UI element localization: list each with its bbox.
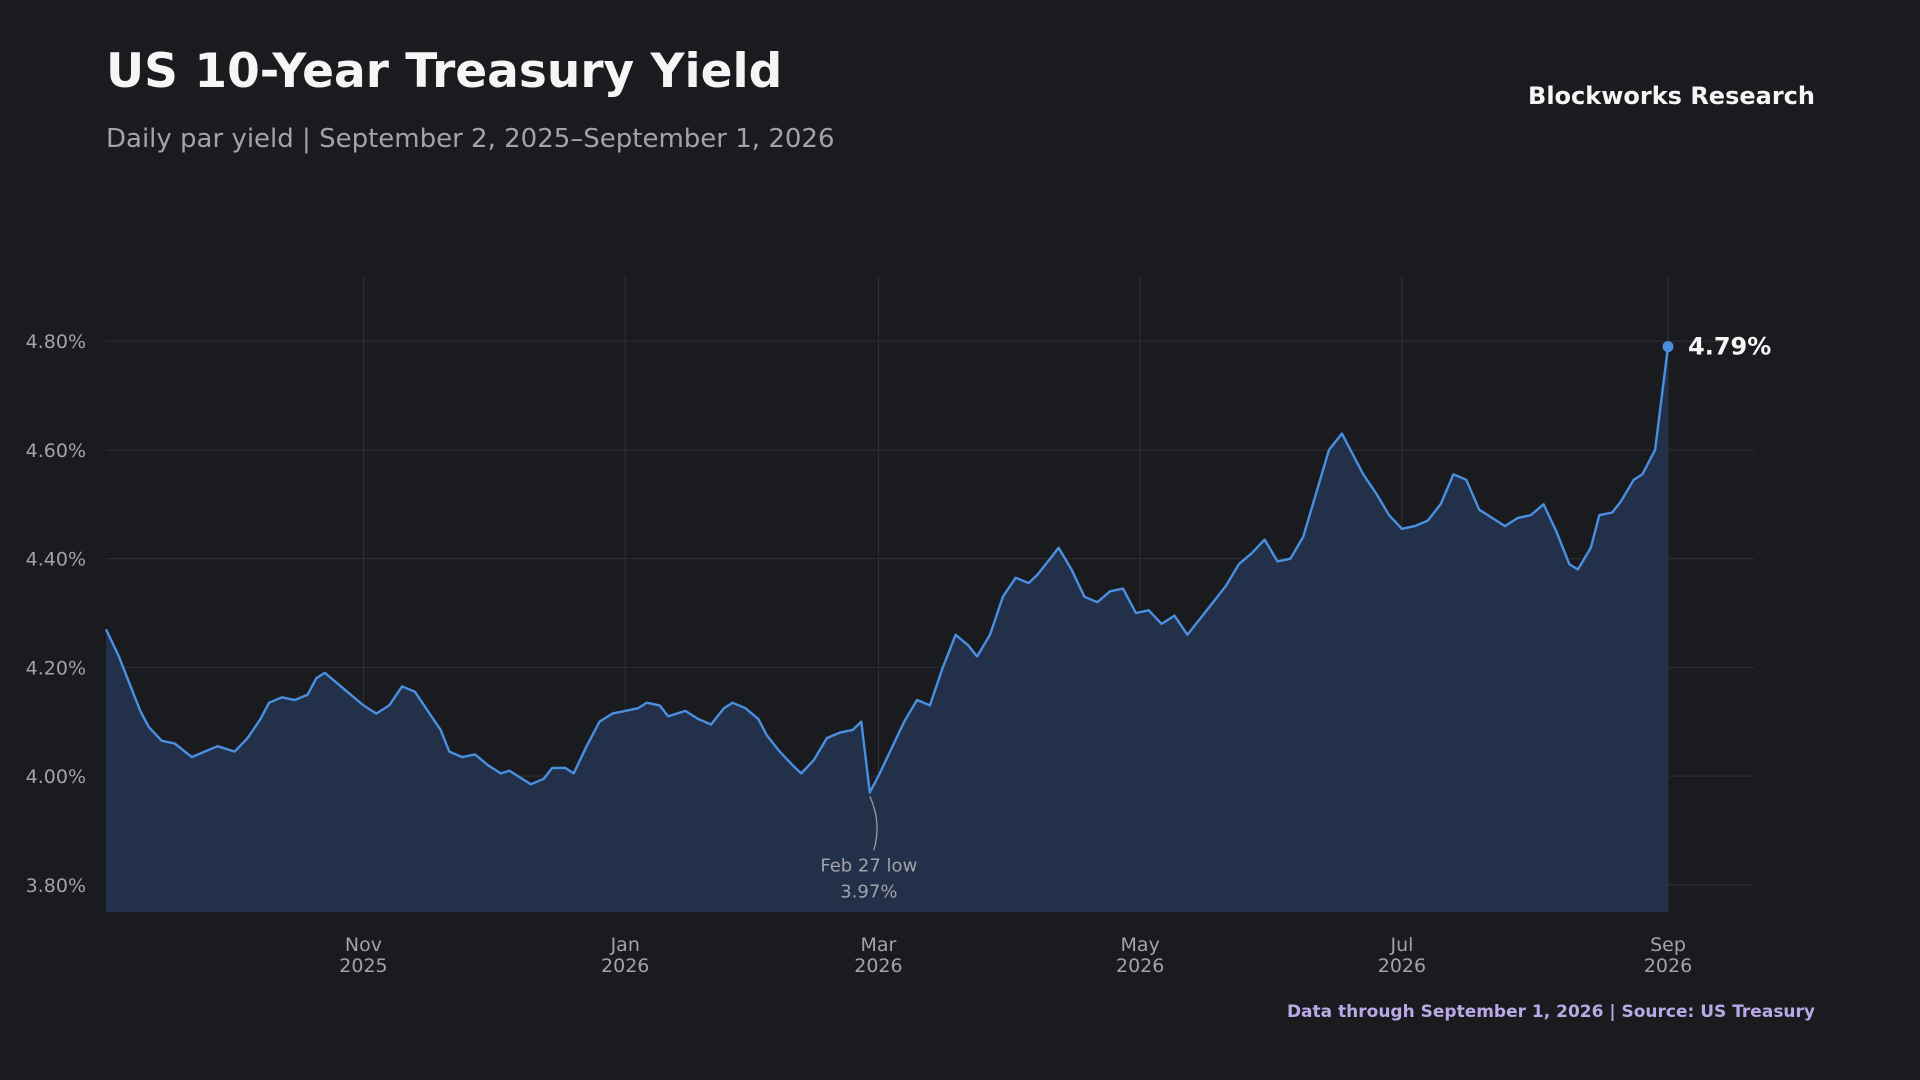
x-tick-label: Sep 2026 (1644, 934, 1692, 977)
y-tick-label: 4.00% (26, 766, 86, 788)
y-tick-label: 4.40% (26, 549, 86, 571)
brand-label: Blockworks Research (1528, 82, 1815, 110)
yield-line (104, 346, 1670, 794)
x-tick-label: Jul 2026 (1378, 934, 1426, 977)
y-tick-label: 4.20% (26, 657, 86, 679)
low-annotation-leader (869, 796, 878, 851)
x-tick-label: Mar 2026 (854, 934, 902, 977)
source-footer: Data through September 1, 2026 | Source:… (1286, 1002, 1815, 1022)
x-tick-label: Nov 2025 (339, 934, 387, 977)
y-tick-label: 4.80% (26, 331, 86, 353)
y-tick-label: 4.60% (26, 440, 86, 462)
yield-area (106, 346, 1668, 912)
chart-subtitle: Daily par yield | September 2, 2025–Sept… (106, 124, 835, 154)
x-tick-label: Jan 2026 (601, 934, 649, 977)
low-annotation-label: Feb 27 low 3.97% (820, 855, 917, 902)
x-tick-label: May 2026 (1116, 934, 1164, 977)
chart-title: US 10-Year Treasury Yield (106, 44, 783, 99)
last-value-label: 4.79% (1688, 333, 1771, 361)
last-value-dot (1662, 341, 1674, 353)
y-tick-label: 3.80% (26, 875, 86, 897)
